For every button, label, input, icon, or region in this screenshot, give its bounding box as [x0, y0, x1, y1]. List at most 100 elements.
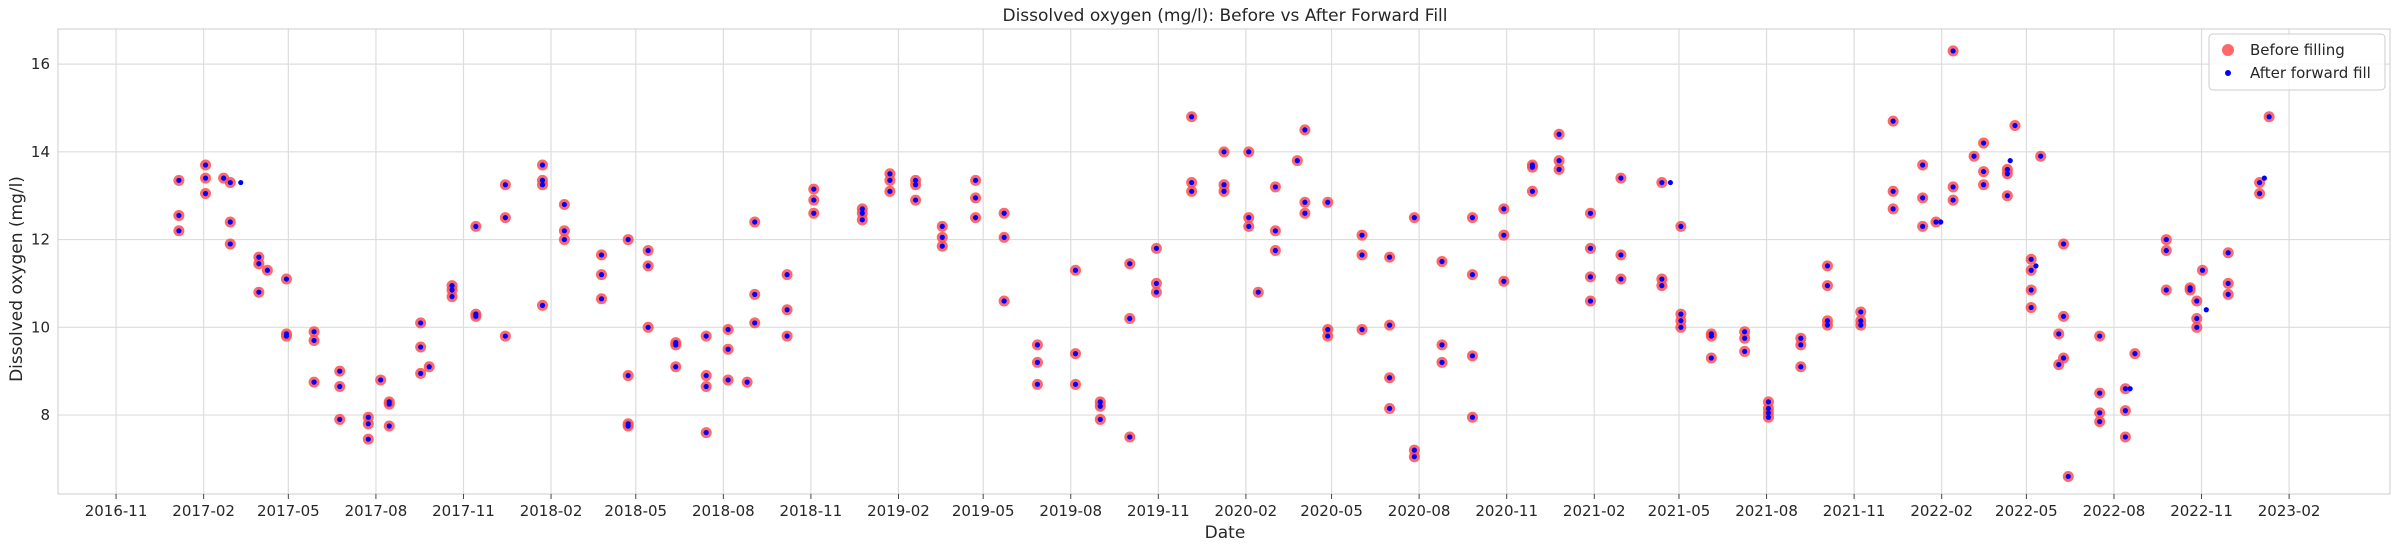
- after-forward-fill-point: [1858, 322, 1864, 328]
- after-forward-fill-point: [1001, 298, 1007, 304]
- after-forward-fill-point: [1127, 261, 1133, 267]
- after-forward-fill-point: [2163, 287, 2169, 293]
- after-forward-fill-point: [176, 228, 182, 234]
- after-forward-fill-point: [972, 177, 979, 183]
- after-forward-fill-point: [1246, 149, 1252, 155]
- after-forward-fill-point: [1708, 355, 1714, 361]
- y-tick-label: 12: [31, 231, 50, 249]
- legend-box: [2208, 33, 2386, 91]
- after-forward-fill-point: [473, 223, 479, 230]
- after-forward-fill-point: [725, 377, 731, 383]
- after-forward-fill-point: [1387, 254, 1393, 260]
- after-forward-fill-point: [1980, 182, 1987, 188]
- after-forward-fill-point: [2194, 324, 2200, 330]
- after-forward-fill-point: [1153, 280, 1160, 287]
- after-forward-fill-point: [1678, 318, 1684, 324]
- after-forward-fill-point: [1302, 199, 1308, 205]
- after-forward-fill-point: [1858, 309, 1864, 315]
- after-forward-fill-point: [2097, 410, 2103, 416]
- after-forward-fill-point: [645, 247, 651, 254]
- after-forward-fill-point: [1933, 219, 1939, 225]
- after-forward-fill-point: [1325, 333, 1331, 339]
- after-forward-fill-point: [1189, 179, 1195, 186]
- after-forward-fill-point: [1920, 195, 1926, 201]
- after-forward-fill-point: [561, 236, 567, 243]
- after-forward-fill-point: [2256, 190, 2263, 197]
- after-forward-fill-point: [337, 383, 343, 390]
- x-tick-label: 2020-11: [1475, 502, 1538, 520]
- after-forward-fill-point: [539, 177, 546, 183]
- after-forward-fill-point: [2060, 241, 2067, 247]
- after-forward-fill-point: [703, 372, 709, 379]
- after-forward-fill-point: [1272, 228, 1278, 234]
- after-forward-fill-point: [703, 383, 709, 390]
- after-forward-fill-point: [418, 320, 424, 326]
- after-forward-fill-point: [598, 252, 605, 258]
- after-forward-fill-point: [1765, 405, 1772, 412]
- y-axis-ticks: 8 10 12 14 16: [31, 55, 50, 424]
- after-forward-fill-point: [386, 401, 392, 407]
- after-forward-fill-point: [1659, 276, 1665, 282]
- after-forward-fill-point: [725, 326, 731, 333]
- after-forward-fill-point: [1501, 206, 1507, 212]
- after-forward-fill-point: [625, 423, 631, 429]
- after-forward-fill-point: [1469, 414, 1476, 420]
- after-forward-fill-point: [752, 291, 758, 298]
- after-forward-fill-point: [256, 289, 262, 295]
- after-forward-fill-point: [1678, 324, 1684, 330]
- after-forward-fill-point: [1034, 342, 1041, 348]
- after-forward-fill-point: [1824, 318, 1831, 324]
- after-forward-fill-point: [2266, 114, 2272, 120]
- after-forward-fill-point: [473, 313, 479, 319]
- after-forward-fill-point: [365, 421, 371, 427]
- after-forward-fill-point: [2004, 166, 2010, 172]
- after-forward-fill-point: [1678, 311, 1684, 317]
- after-forward-fill-point: [1980, 140, 1987, 146]
- after-forward-fill-point: [1971, 153, 1977, 159]
- after-forward-fill-point: [1127, 315, 1133, 322]
- after-forward-fill-point: [1618, 276, 1624, 282]
- after-forward-fill-point: [2225, 250, 2231, 256]
- after-forward-fill-point: [2194, 315, 2200, 322]
- after-forward-fill-point: [1097, 403, 1103, 409]
- after-forward-fill-point: [913, 197, 919, 203]
- after-forward-fill-point: [1587, 245, 1594, 251]
- after-forward-fill-point: [311, 337, 317, 344]
- after-forward-fill-point: [1742, 348, 1748, 355]
- after-forward-fill-point: [426, 364, 432, 370]
- after-forward-fill-point: [1272, 247, 1278, 254]
- after-forward-fill-point: [1824, 322, 1831, 328]
- after-forward-fill-point: [2225, 280, 2231, 287]
- after-forward-fill-point: [673, 364, 679, 370]
- after-forward-fill-point: [539, 162, 546, 168]
- after-forward-fill-point: [2194, 298, 2200, 304]
- after-forward-fill-point: [1529, 188, 1535, 194]
- after-forward-fill-point: [1411, 454, 1417, 460]
- after-forward-fill-point: [1950, 48, 1956, 54]
- after-forward-fill-point: [1255, 289, 1261, 295]
- after-forward-fill-point: [1556, 131, 1562, 137]
- after-forward-fill-point: [1034, 359, 1041, 365]
- after-forward-fill-point: [972, 215, 979, 221]
- after-forward-fill-point: [2122, 386, 2128, 392]
- after-forward-fill-point: [337, 368, 343, 374]
- after-forward-fill-point: [227, 219, 233, 225]
- after-forward-fill-point: [283, 333, 290, 339]
- after-forward-fill-point: [2004, 193, 2010, 199]
- after-forward-fill-point: [1742, 335, 1748, 341]
- y-tick-label: 8: [40, 406, 50, 424]
- after-forward-fill-point: [449, 293, 455, 300]
- x-tick-label: 2021-05: [1648, 502, 1711, 520]
- after-forward-fill-point: [1127, 434, 1133, 440]
- after-forward-fill-point: [1246, 223, 1252, 230]
- after-forward-fill-point: [1659, 283, 1665, 289]
- after-forward-fill-point: [1221, 149, 1227, 155]
- after-forward-fill-point: [311, 379, 317, 385]
- after-forward-fill-point: [1950, 197, 1956, 203]
- after-forward-fill-point: [1708, 333, 1714, 339]
- after-forward-fill-point: [1618, 175, 1624, 181]
- after-forward-fill-point: [972, 195, 979, 201]
- after-forward-fill-point: [598, 272, 605, 278]
- after-forward-fill-point: [1097, 416, 1103, 423]
